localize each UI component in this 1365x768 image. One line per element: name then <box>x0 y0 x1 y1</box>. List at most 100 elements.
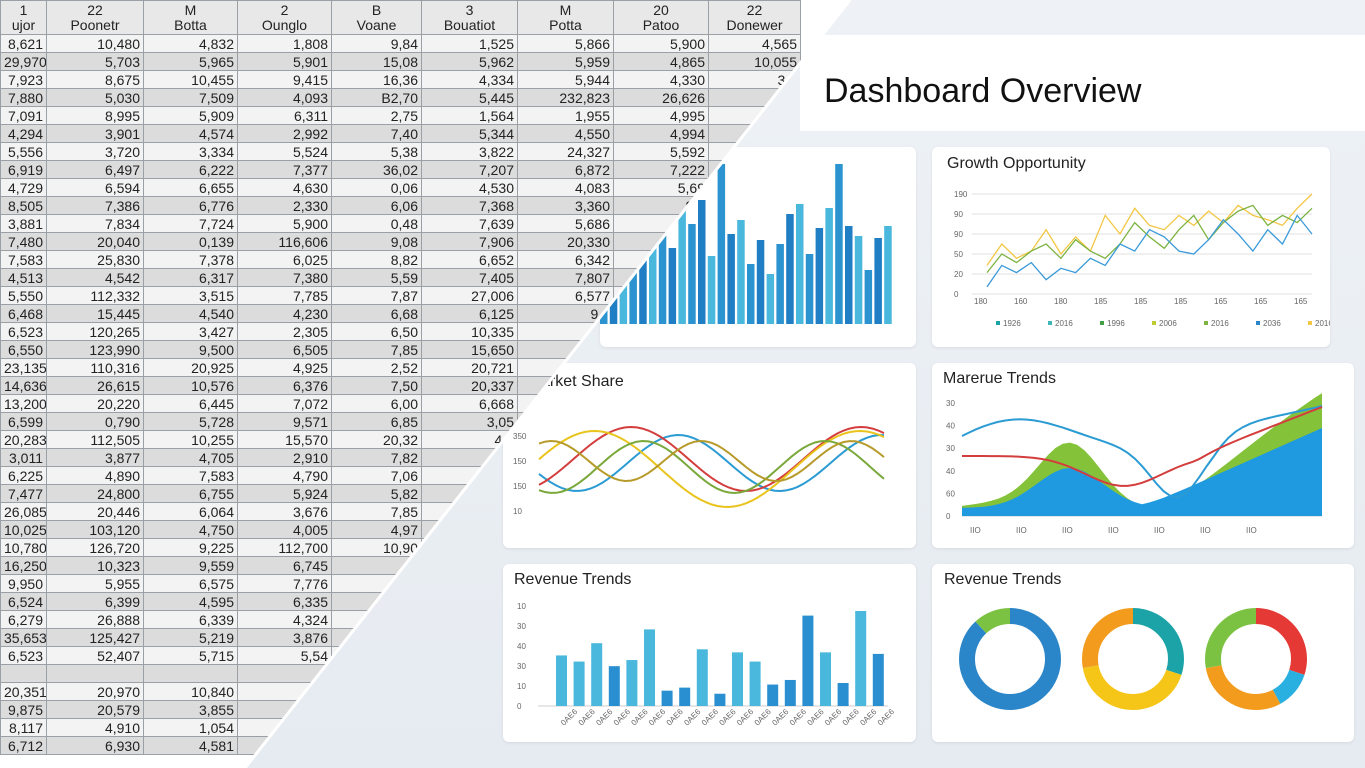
table-cell[interactable]: 9,08 <box>331 232 422 251</box>
table-cell[interactable]: 0,48 <box>331 214 422 233</box>
table-cell[interactable]: 26,085 <box>0 502 47 521</box>
table-cell[interactable]: 3,427 <box>143 322 238 341</box>
table-cell[interactable]: 8,675 <box>46 70 144 89</box>
table-cell[interactable]: 7,807 <box>517 268 614 287</box>
table-cell[interactable]: 5,965 <box>143 52 238 71</box>
table-cell[interactable] <box>143 664 238 683</box>
table-cell[interactable]: 7,405 <box>421 268 518 287</box>
table-cell[interactable]: 7,85 <box>331 502 422 521</box>
table-cell[interactable]: 29,970 <box>0 52 47 71</box>
table-cell[interactable]: 9,84 <box>331 34 422 53</box>
table-cell[interactable]: 4,581 <box>143 736 238 755</box>
table-cell[interactable]: 20,040 <box>46 232 144 251</box>
table-cell[interactable]: 3,876 <box>237 628 332 647</box>
table-cell[interactable]: 3,855 <box>143 700 238 719</box>
table-cell[interactable]: 125,427 <box>46 628 144 647</box>
table-cell[interactable]: 24,327 <box>517 142 614 161</box>
table-cell[interactable]: 7,583 <box>143 466 238 485</box>
table-cell[interactable]: 4,324 <box>237 610 332 629</box>
table-cell[interactable]: 6,50 <box>331 322 422 341</box>
table-cell[interactable]: 52,407 <box>46 646 144 665</box>
table-cell[interactable]: 7,85 <box>331 340 422 359</box>
table-cell[interactable]: 4,294 <box>0 124 47 143</box>
table-cell[interactable]: 16,36 <box>331 70 422 89</box>
table-cell[interactable]: 2,75 <box>331 106 422 125</box>
table-cell[interactable]: 20,925 <box>143 358 238 377</box>
table-cell[interactable]: 7,509 <box>143 88 238 107</box>
table-cell[interactable]: 6,85 <box>331 412 422 431</box>
table-cell[interactable]: 13,200 <box>0 394 47 413</box>
table-cell[interactable]: 116,606 <box>237 232 332 251</box>
table-cell[interactable]: 5,703 <box>46 52 144 71</box>
table-cell[interactable]: 6,505 <box>237 340 332 359</box>
table-cell[interactable]: 4,334 <box>421 70 518 89</box>
table-cell[interactable]: 10,90 <box>331 538 422 557</box>
table-cell[interactable]: 7,368 <box>421 196 518 215</box>
table-cell[interactable]: 6,68 <box>331 304 422 323</box>
table-cell[interactable]: 10,055 <box>708 52 801 71</box>
table-cell[interactable]: 3,05 <box>421 412 518 431</box>
table-cell[interactable]: 6,279 <box>0 610 47 629</box>
table-cell[interactable]: 20,351 <box>0 682 47 701</box>
table-cell[interactable]: 7,834 <box>46 214 144 233</box>
table-cell[interactable]: 5,550 <box>0 286 47 305</box>
table-cell[interactable]: 6,399 <box>46 592 144 611</box>
table-cell[interactable]: 4,832 <box>143 34 238 53</box>
table-cell[interactable]: 36,02 <box>331 160 422 179</box>
table-cell[interactable]: 1,564 <box>421 106 518 125</box>
table-cell[interactable]: 4,630 <box>237 178 332 197</box>
table-cell[interactable]: 9,559 <box>143 556 238 575</box>
table-cell[interactable]: 120,265 <box>46 322 144 341</box>
table-cell[interactable]: 4,093 <box>237 88 332 107</box>
table-cell[interactable]: 4,550 <box>517 124 614 143</box>
table-cell[interactable]: 5,344 <box>421 124 518 143</box>
table-cell[interactable]: 10,840 <box>143 682 238 701</box>
table-cell[interactable]: 6,064 <box>143 502 238 521</box>
column-header[interactable]: 20 Patoo <box>613 0 709 35</box>
table-cell[interactable]: 5,38 <box>331 142 422 161</box>
table-cell[interactable]: 15,08 <box>331 52 422 71</box>
table-cell[interactable]: 0,139 <box>143 232 238 251</box>
table-cell[interactable]: 4,995 <box>613 106 709 125</box>
table-cell[interactable]: 4,005 <box>237 520 332 539</box>
table-cell[interactable]: 4,083 <box>517 178 614 197</box>
table-cell[interactable]: 7,378 <box>143 250 238 269</box>
table-cell[interactable]: 0,790 <box>46 412 144 431</box>
table-cell[interactable]: 5,909 <box>143 106 238 125</box>
column-header[interactable]: B Voane <box>331 0 422 35</box>
table-cell[interactable]: 5,592 <box>613 142 709 161</box>
table-cell[interactable]: 7,639 <box>421 214 518 233</box>
table-cell[interactable]: 4,925 <box>237 358 332 377</box>
table-cell[interactable]: 5,959 <box>517 52 614 71</box>
table-cell[interactable]: 2,330 <box>237 196 332 215</box>
table-cell[interactable]: 6,335 <box>237 592 332 611</box>
table-cell[interactable]: 112,700 <box>237 538 332 557</box>
table-cell[interactable]: 6,919 <box>0 160 47 179</box>
table-cell[interactable]: 6,225 <box>0 466 47 485</box>
table-cell[interactable]: 4,910 <box>46 718 144 737</box>
table-cell[interactable]: 6,930 <box>46 736 144 755</box>
revenue-donuts-card[interactable]: Revenue Trends <box>932 564 1354 742</box>
table-cell[interactable]: 5,219 <box>143 628 238 647</box>
table-cell[interactable]: 7,82 <box>331 448 422 467</box>
table-cell[interactable]: 3,901 <box>46 124 144 143</box>
table-cell[interactable]: 9,500 <box>143 340 238 359</box>
table-cell[interactable]: 5,944 <box>517 70 614 89</box>
table-cell[interactable]: 10,480 <box>46 34 144 53</box>
table-cell[interactable]: 7,583 <box>0 250 47 269</box>
table-cell[interactable]: 5,924 <box>237 484 332 503</box>
table-cell[interactable]: 10,576 <box>143 376 238 395</box>
revenue-trends-bar-card[interactable]: Revenue Trends 10 30 40 30 10 0 0AE6 0AE6 0AE6 0A… <box>503 564 916 742</box>
table-cell[interactable]: 6,06 <box>331 196 422 215</box>
table-cell[interactable]: 4,565 <box>708 34 801 53</box>
table-cell[interactable]: 232,823 <box>517 88 614 107</box>
table-cell[interactable]: 7,207 <box>421 160 518 179</box>
table-cell[interactable]: 7,222 <box>613 160 709 179</box>
table-cell[interactable]: 20,283 <box>0 430 47 449</box>
table-cell[interactable]: 9,950 <box>0 574 47 593</box>
table-cell[interactable]: 3,011 <box>0 448 47 467</box>
table-cell[interactable]: 26,615 <box>46 376 144 395</box>
table-cell[interactable]: 4,994 <box>613 124 709 143</box>
table-cell[interactable]: 6,550 <box>0 340 47 359</box>
table-cell[interactable]: 112,332 <box>46 286 144 305</box>
